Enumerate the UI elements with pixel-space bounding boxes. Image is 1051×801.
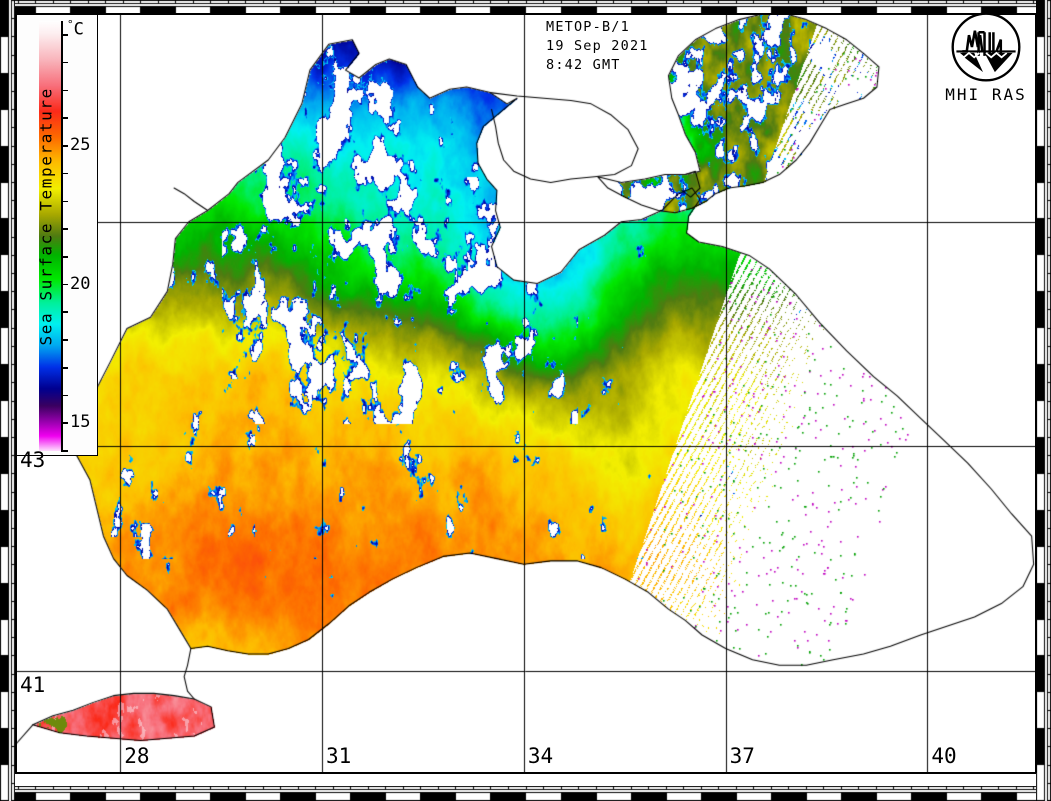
colorbar-tick [61,34,68,36]
colorbar-tick [61,339,68,341]
colorbar-axis-line [61,21,63,451]
longitude-label-37: 37 [729,744,755,768]
observation-time: 8:42 GMT [546,57,621,73]
latitude-label-41: 41 [20,672,46,697]
colorbar-tick [61,366,68,369]
plot-frame-line [15,772,1036,774]
plot-frame-line [15,13,1036,15]
frame-tick-border-top [0,0,1051,15]
latitude-label-43: 43 [20,448,46,473]
colorbar-tick-label-20: 20 [70,273,91,294]
frame-tick-border-bottom [0,786,1051,801]
longitude-label-28: 28 [124,744,150,768]
colorbar-tick [61,61,68,64]
plot-frame-line [1035,13,1037,773]
longitude-label-40: 40 [931,744,957,768]
satellite-name: METOP-B/1 [546,19,630,35]
colorbar-tick [61,422,68,425]
longitude-label-31: 31 [326,744,352,768]
map-plot-area [16,14,1035,772]
mhi-ras-logo: MHI RAS [934,10,1038,104]
colorbar-tick [61,228,68,230]
plot-frame-line [15,13,17,773]
acquisition-info: METOP-B/1 19 Sep 2021 8:42 GMT [546,18,649,75]
colorbar-tick-label-15: 15 [70,412,91,433]
colorbar-tick [61,450,68,452]
colorbar-panel: 25 20 15 °C Sea Surface Temperature [16,14,98,456]
colorbar-tick [61,89,68,92]
colorbar-tick-label-25: 25 [70,134,91,155]
colorbar-tick [61,311,68,314]
colorbar-tick [61,200,68,203]
colorbar-tick [61,394,68,397]
colorbar-tick [61,145,68,147]
colorbar-tick [61,256,68,258]
colorbar-tick [61,283,68,286]
institute-emblem-icon [951,12,1021,82]
coastline-and-graticule-layer [16,14,1035,772]
colorbar-tick [61,172,68,175]
frame-tick-border-left [0,0,15,801]
colorbar-tick [61,117,68,119]
longitude-label-34: 34 [527,744,554,768]
colorbar-title: Sea Surface Temperature [36,87,56,346]
frame-tick-border-right [1036,0,1051,801]
institute-acronym: MHI RAS [945,85,1027,104]
observation-date: 19 Sep 2021 [546,38,649,54]
colorbar-gradient [39,21,61,451]
colorbar-unit-label: °C [67,18,84,40]
